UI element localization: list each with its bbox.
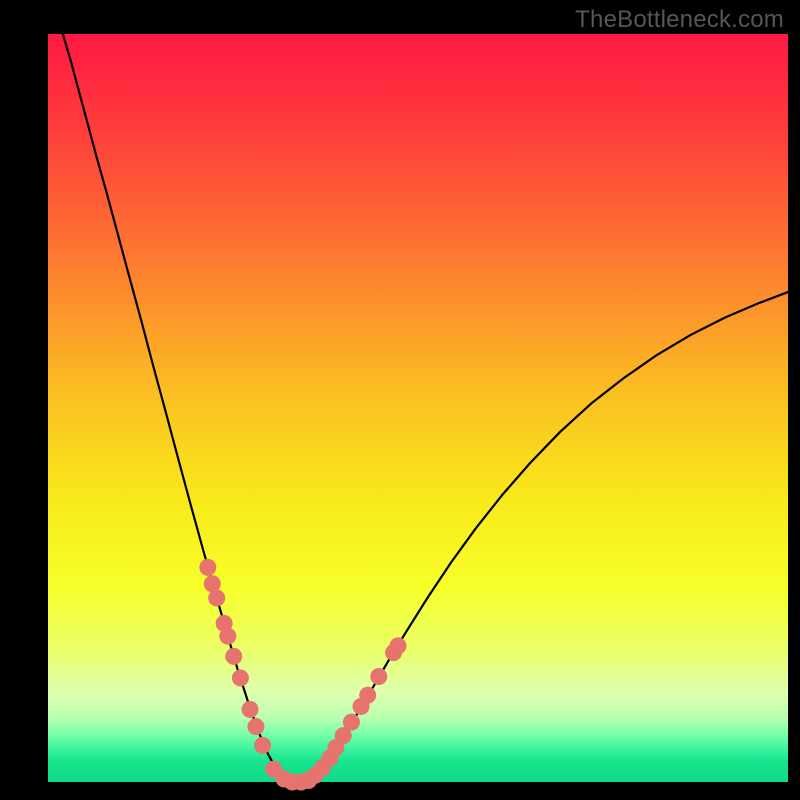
marker-dot [242, 701, 259, 718]
marker-dot [219, 628, 236, 645]
watermark-text: TheBottleneck.com [575, 6, 784, 34]
marker-dot [225, 648, 242, 665]
marker-dot [232, 670, 249, 687]
plot-area [48, 34, 788, 782]
chart-root: TheBottleneck.com [0, 0, 800, 800]
marker-dot [247, 718, 264, 735]
curve-layer [48, 34, 788, 782]
marker-dot [390, 637, 407, 654]
marker-dot [208, 589, 225, 606]
marker-dot [343, 714, 360, 731]
marker-dot [199, 559, 216, 576]
bottleneck-curve [63, 34, 788, 782]
marker-dot [359, 687, 376, 704]
curve-markers [199, 559, 406, 791]
marker-dot [254, 737, 271, 754]
marker-dot [370, 668, 387, 685]
